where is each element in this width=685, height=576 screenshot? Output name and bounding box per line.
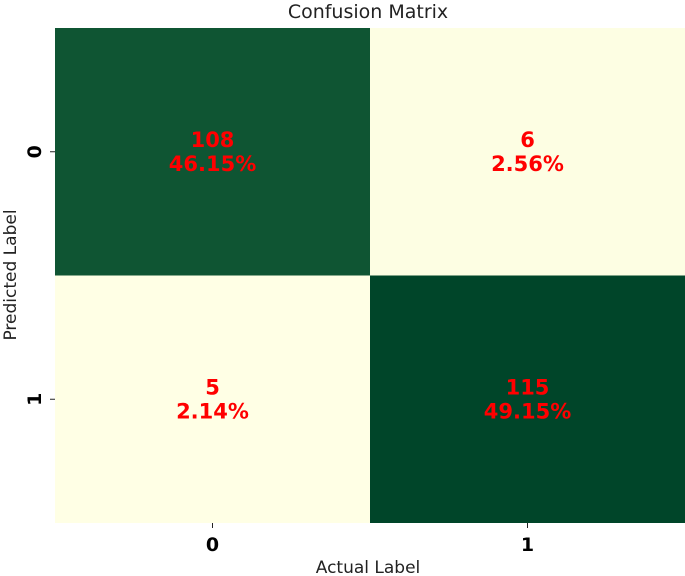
y-axis-label: Predicted Label <box>1 209 21 340</box>
y-tick-label-1: 1 <box>24 393 46 406</box>
cell-count-0-1: 6 <box>520 128 535 152</box>
cell-percent-1-1: 49.15% <box>484 399 571 423</box>
x-axis-label: Actual Label <box>316 558 421 576</box>
y-tick-label-0: 0 <box>24 145 46 158</box>
heatmap-cell-0-1 <box>370 28 685 276</box>
cell-percent-1-0: 2.14% <box>176 399 249 423</box>
axis-ticks: 0 1 0 1 <box>24 145 534 556</box>
cell-count-1-1: 115 <box>506 375 550 399</box>
x-tick-label-1: 1 <box>521 534 534 556</box>
heatmap-cell-1-1 <box>370 275 685 523</box>
heatmap-cell-1-0 <box>55 275 370 523</box>
cell-percent-0-0: 46.15% <box>169 152 256 176</box>
chart-title: Confusion Matrix <box>288 1 448 23</box>
cell-count-0-0: 108 <box>191 128 235 152</box>
cell-count-1-0: 5 <box>205 375 220 399</box>
heatmap-cell-0-0 <box>55 28 370 276</box>
x-tick-label-0: 0 <box>206 534 219 556</box>
cell-percent-0-1: 2.56% <box>491 152 564 176</box>
